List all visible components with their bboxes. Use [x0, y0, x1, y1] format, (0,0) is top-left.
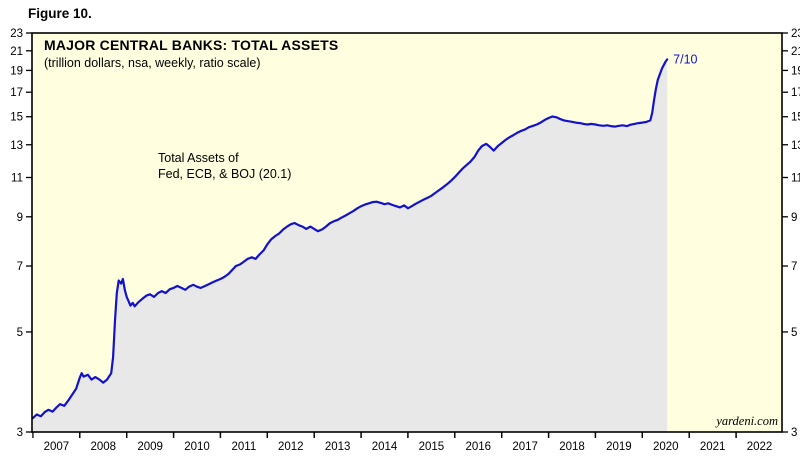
- annotation-line-1: Total Assets of: [158, 151, 239, 165]
- y-axis-label-left: 13: [10, 140, 23, 152]
- y-axis-label-left: 3: [17, 427, 23, 439]
- series-annotation: Total Assets of Fed, ECB, & BOJ (20.1): [158, 150, 291, 183]
- y-axis-label-left: 19: [10, 65, 23, 77]
- y-axis-label-right: 15: [791, 112, 800, 124]
- x-axis-label: 2010: [184, 441, 210, 453]
- x-axis-label: 2008: [90, 441, 116, 453]
- y-axis-label-right: 5: [791, 327, 797, 339]
- y-axis-label-left: 15: [10, 112, 23, 124]
- y-axis-label-right: 19: [791, 65, 800, 77]
- y-axis-label-left: 23: [10, 28, 23, 40]
- y-axis-label-left: 21: [10, 46, 23, 58]
- y-axis-label-right: 9: [791, 212, 797, 224]
- y-axis-label-right: 21: [791, 46, 800, 58]
- data-line: [31, 58, 669, 420]
- figure-label: Figure 10.: [28, 6, 92, 21]
- watermark-yardeni: yardeni.com: [716, 414, 778, 428]
- y-axis-label-right: 3: [791, 427, 797, 439]
- chart-subtitle: (trillion dollars, nsa, weekly, ratio sc…: [44, 56, 261, 70]
- y-axis-label-right: 13: [791, 140, 800, 152]
- y-axis-label-right: 11: [791, 172, 800, 184]
- y-axis-label-right: 17: [791, 87, 800, 99]
- x-axis-label: 2009: [137, 441, 163, 453]
- chart-title: MAJOR CENTRAL BANKS: TOTAL ASSETS: [44, 37, 339, 53]
- x-axis-label: 2015: [419, 441, 445, 453]
- x-axis-label: 2012: [278, 441, 304, 453]
- y-axis-label-left: 17: [10, 87, 23, 99]
- x-axis-label: 2016: [465, 441, 491, 453]
- end-date-label: 7/10: [673, 52, 697, 66]
- annotation-line-2: Fed, ECB, & BOJ (20.1): [158, 167, 292, 182]
- x-axis-label: 2013: [325, 441, 351, 453]
- x-axis-label: 2011: [232, 441, 257, 453]
- x-axis-label: 2022: [747, 441, 773, 453]
- x-axis-label: 2007: [44, 441, 70, 453]
- y-axis-label-left: 7: [17, 261, 23, 273]
- y-axis-label-left: 11: [11, 172, 23, 184]
- y-axis-label-left: 9: [17, 212, 23, 224]
- x-axis-label: 2020: [653, 441, 679, 453]
- y-axis-label-right: 7: [791, 261, 797, 273]
- y-axis-label-left: 5: [17, 327, 23, 339]
- plot-frame: [31, 32, 783, 433]
- y-axis-label-right: 23: [791, 28, 800, 40]
- area-fill: [32, 59, 668, 433]
- x-axis-label: 2018: [559, 441, 585, 453]
- x-axis-label: 2017: [512, 441, 538, 453]
- x-axis-label: 2021: [700, 441, 726, 453]
- x-axis-label: 2019: [606, 441, 632, 453]
- x-axis-label: 2014: [372, 441, 398, 453]
